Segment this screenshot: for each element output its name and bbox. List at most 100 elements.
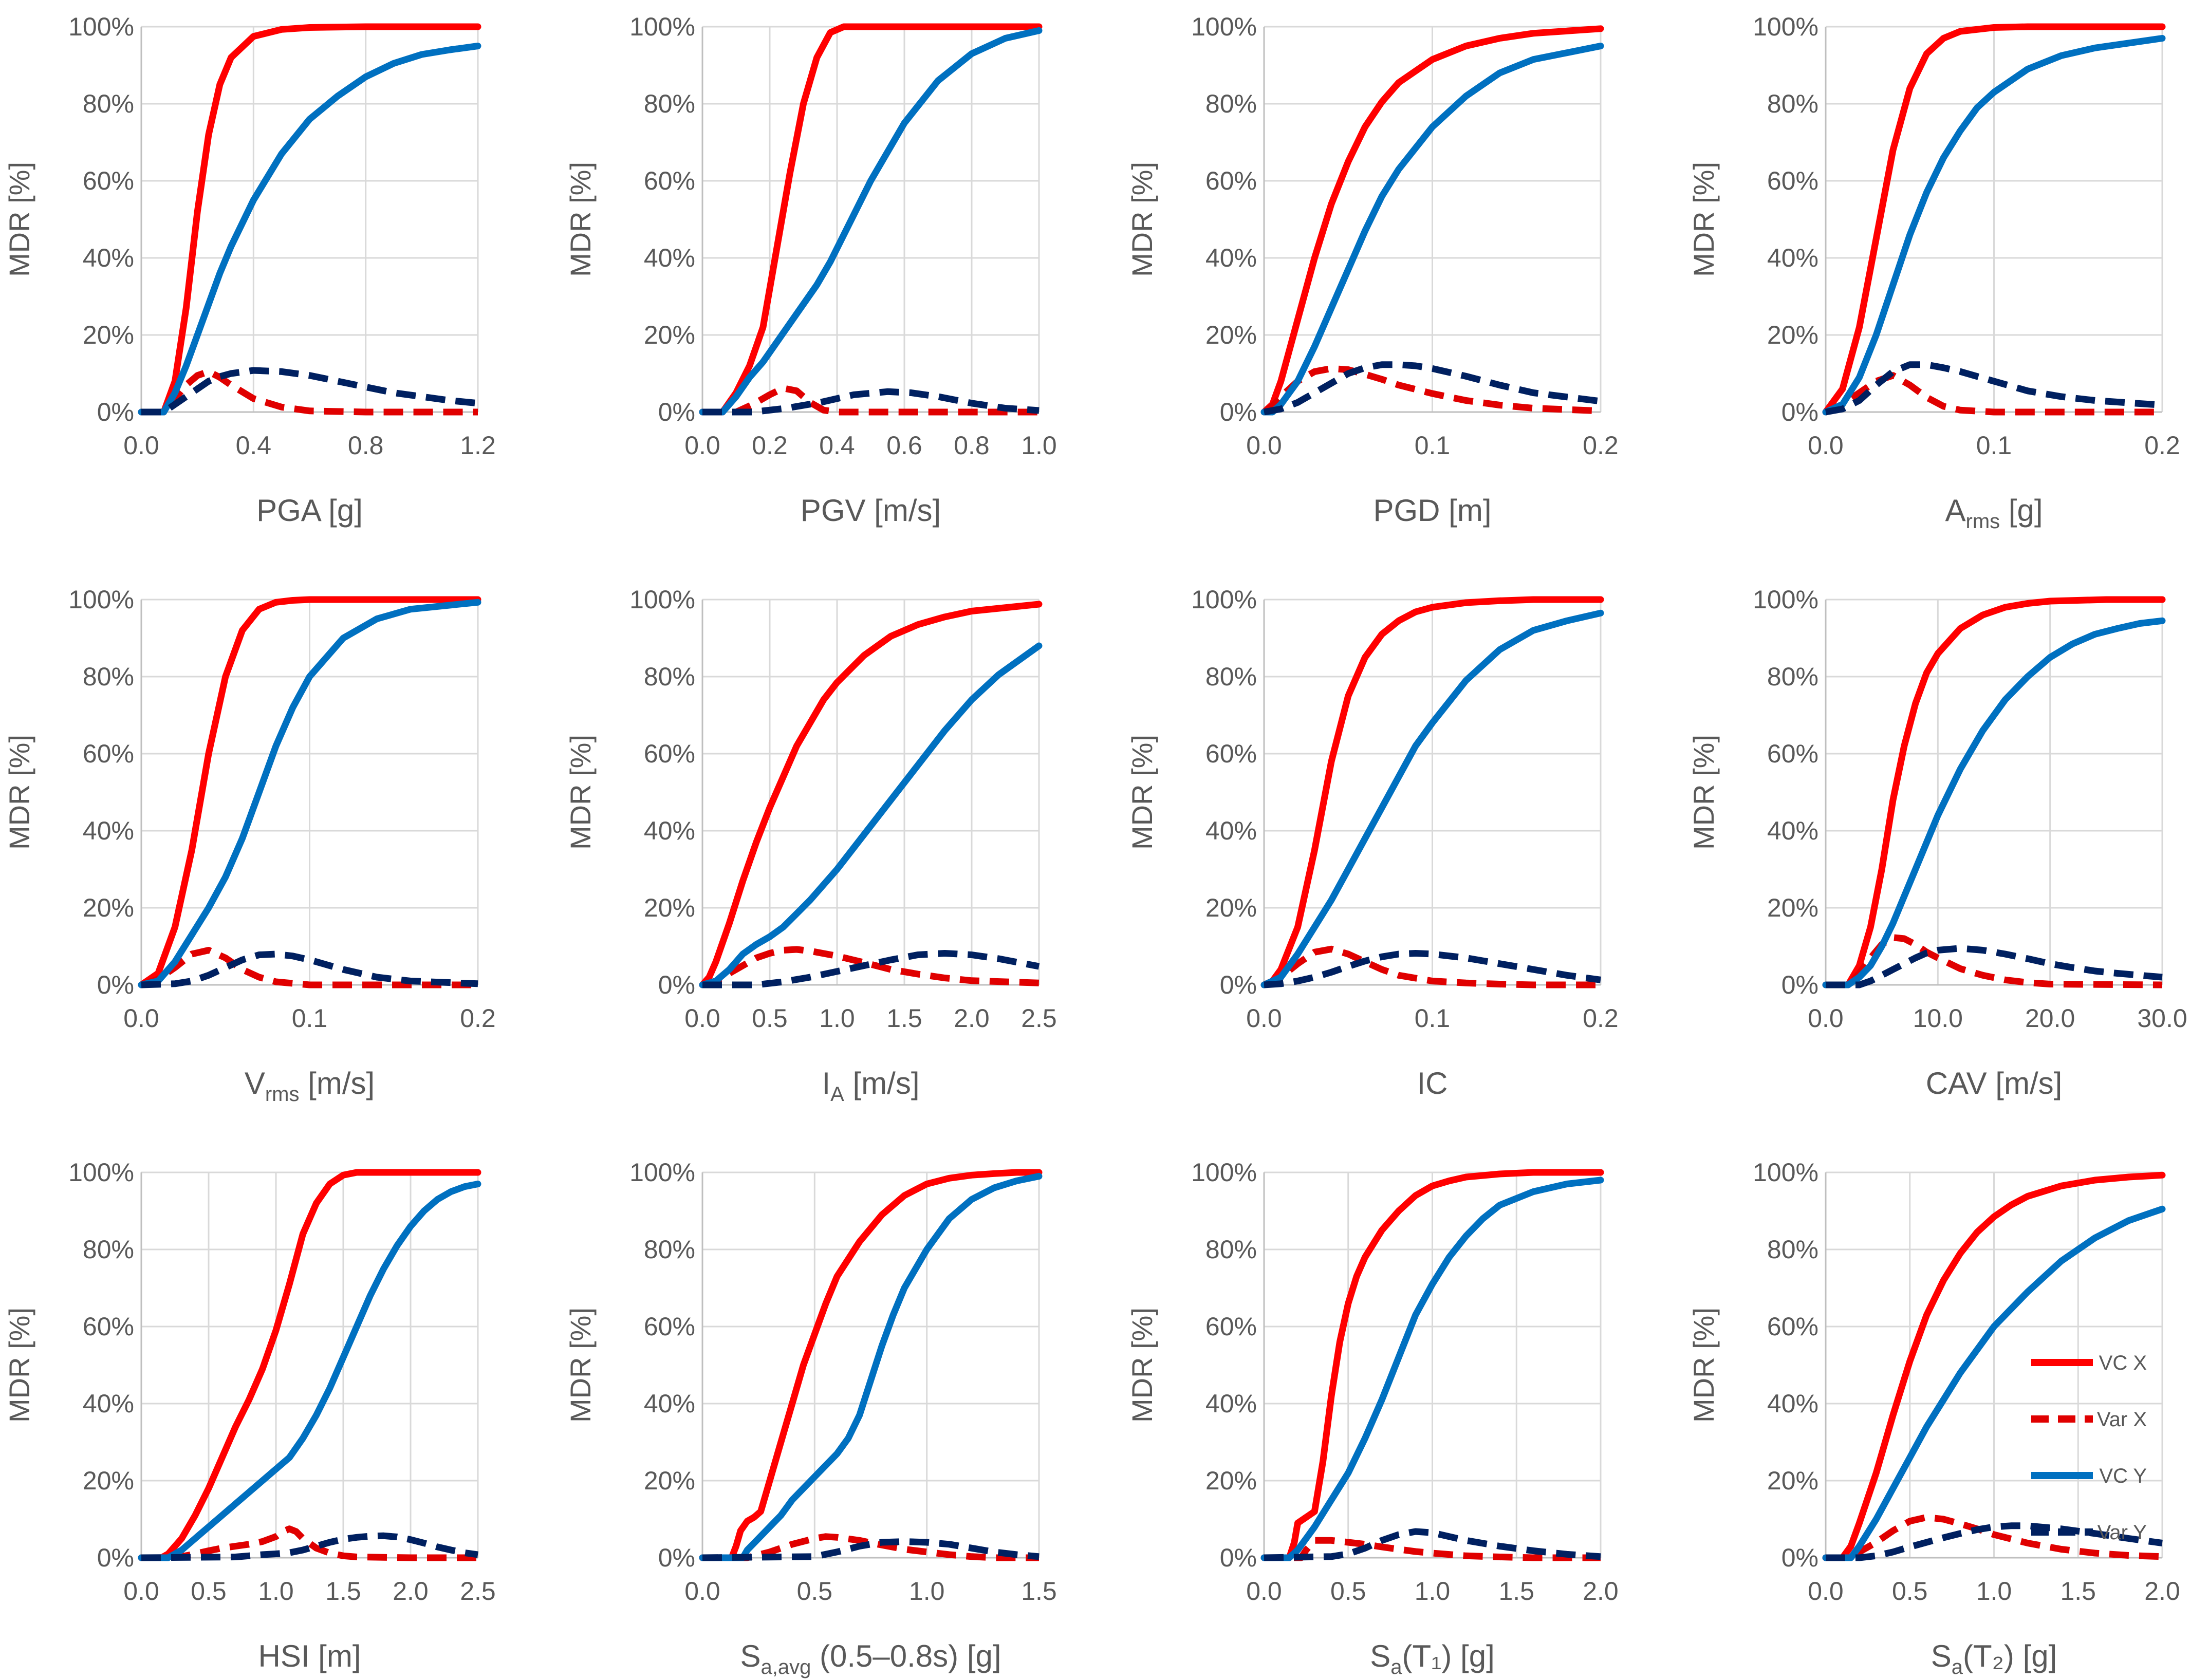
y-tick-label: 80% (1205, 1235, 1257, 1264)
x-tick-label: 0.0 (684, 1004, 720, 1033)
y-tick-label: 20% (1767, 321, 1818, 349)
y-tick-label: 40% (1767, 1389, 1818, 1418)
y-tick-label: 40% (1767, 244, 1818, 272)
series-line-vary (141, 1532, 478, 1561)
series-line-vary (702, 388, 1040, 416)
y-tick-label: 60% (83, 739, 134, 768)
chart-panel-11: 0% 20% 40% 60% 80% 100% 0.0 0.5 1.0 1.5 2.0 MDR [%]… (1126, 1158, 1619, 1678)
x-axis-title: IC (1417, 1066, 1448, 1100)
y-tick-label: 40% (1767, 816, 1818, 845)
y-tick-label: 80% (644, 1235, 695, 1264)
y-tick-label: 100% (1191, 585, 1257, 614)
x-tick-label: 0.0 (684, 431, 720, 460)
y-axis-title: MDR [%] (564, 162, 597, 277)
chart-panel-2: 0% 20% 40% 60% 80% 100% 0.0 0.2 0.4 0.6 0.8 1.0 MDR … (564, 12, 1057, 528)
x-tick-label: 0.0 (1808, 1004, 1844, 1033)
x-tick-label: 0.4 (236, 431, 272, 460)
x-tick-label: 0.5 (1892, 1577, 1928, 1606)
x-tick-label: 1.5 (1498, 1577, 1534, 1606)
y-tick-label: 40% (83, 816, 134, 845)
y-tick-label: 60% (1767, 1312, 1818, 1341)
y-axis-title: MDR [%] (564, 1308, 597, 1423)
y-tick-label: 20% (1205, 893, 1257, 922)
series-line-varx (702, 1533, 1039, 1561)
series-line-vary (702, 950, 1040, 988)
x-tick-label: 0.0 (1808, 1577, 1844, 1606)
x-tick-label: 10.0 (1913, 1004, 1963, 1033)
y-tick-label: 20% (644, 1466, 695, 1495)
x-tick-label: 1.0 (1976, 1577, 2012, 1606)
y-tick-label: 0% (658, 398, 695, 426)
series-line-varx (1824, 372, 2162, 416)
y-tick-label: 0% (658, 1543, 695, 1572)
legend-label-vcx: VC X (2099, 1352, 2147, 1374)
y-tick-label: 0% (97, 970, 134, 999)
series-line-vary (1263, 361, 1601, 416)
series-line-vary (141, 367, 478, 416)
legend-label-vary: Var Y (2098, 1521, 2147, 1544)
x-tick-label: 0.2 (1583, 431, 1619, 460)
chart-panel-3: 0% 20% 40% 60% 80% 100% 0.0 0.1 0.2 MDR [%] PGD [m… (1126, 12, 1619, 528)
x-tick-label: 2.0 (1583, 1577, 1619, 1606)
series-line-vary (1825, 361, 2163, 416)
x-tick-label: 0.1 (1976, 431, 2012, 460)
series-line-vcy (138, 43, 481, 416)
y-axis-title: MDR [%] (3, 735, 35, 850)
series-line-vcy (699, 1173, 1043, 1561)
y-tick-label: 80% (83, 89, 134, 118)
y-tick-label: 100% (68, 12, 134, 41)
y-tick-label: 80% (1205, 662, 1257, 691)
y-tick-label: 80% (1205, 89, 1257, 118)
x-tick-label: 2.5 (1021, 1004, 1057, 1033)
y-axis-title: MDR [%] (564, 735, 597, 850)
y-tick-label: 20% (1205, 1466, 1257, 1495)
series-line-vcx (138, 1169, 481, 1561)
y-axis-title: MDR [%] (1126, 1308, 1158, 1423)
series-line-varx (701, 946, 1040, 988)
x-tick-label: 0.0 (123, 1577, 159, 1606)
series-line-vcx (1260, 1169, 1604, 1561)
x-tick-label: 0.1 (292, 1004, 328, 1033)
y-tick-label: 100% (68, 1158, 134, 1187)
y-tick-label: 40% (1205, 1389, 1257, 1418)
series-line-varx (141, 1525, 478, 1561)
y-tick-label: 100% (1191, 1158, 1257, 1187)
legend-label-vcy: VC Y (2099, 1465, 2147, 1487)
x-tick-label: 0.5 (1330, 1577, 1366, 1606)
y-tick-label: 20% (1767, 893, 1818, 922)
series-line-varx (1264, 1537, 1601, 1561)
legend: VC X Var X VC Y Var Y (2031, 1352, 2147, 1544)
y-tick-label: 0% (1220, 970, 1257, 999)
x-axis-title: Vrms [m/s] (245, 1066, 375, 1106)
y-tick-label: 60% (644, 1312, 695, 1341)
series-line-vcx (699, 23, 1043, 416)
x-tick-label: 0.5 (191, 1577, 227, 1606)
series-line-vcx (1822, 23, 2166, 416)
y-tick-label: 0% (97, 1543, 134, 1572)
x-tick-label: 30.0 (2137, 1004, 2187, 1033)
y-axis-title: MDR [%] (1687, 1308, 1720, 1423)
y-tick-label: 60% (1205, 166, 1257, 195)
y-tick-label: 100% (68, 585, 134, 614)
y-tick-label: 60% (1205, 1312, 1257, 1341)
x-tick-label: 0.6 (886, 431, 922, 460)
series-line-vcy (1822, 1205, 2166, 1561)
y-tick-label: 60% (644, 739, 695, 768)
series-line-vcy (1822, 35, 2166, 416)
y-tick-label: 0% (1781, 970, 1818, 999)
series-line-vcy (1260, 1177, 1604, 1561)
x-tick-label: 0.1 (1415, 1004, 1451, 1033)
legend-label-varx: Var X (2097, 1408, 2147, 1431)
y-tick-label: 100% (629, 1158, 695, 1187)
x-tick-label: 1.0 (1021, 431, 1057, 460)
y-axis-title: MDR [%] (1687, 735, 1720, 850)
y-tick-label: 20% (83, 893, 134, 922)
y-tick-label: 80% (83, 662, 134, 691)
x-tick-label: 1.5 (1021, 1577, 1057, 1606)
x-tick-label: 1.0 (258, 1577, 294, 1606)
y-tick-label: 20% (1205, 321, 1257, 349)
y-tick-label: 60% (1767, 739, 1818, 768)
y-tick-label: 80% (1767, 662, 1818, 691)
x-axis-title: CAV [m/s] (1926, 1066, 2063, 1100)
